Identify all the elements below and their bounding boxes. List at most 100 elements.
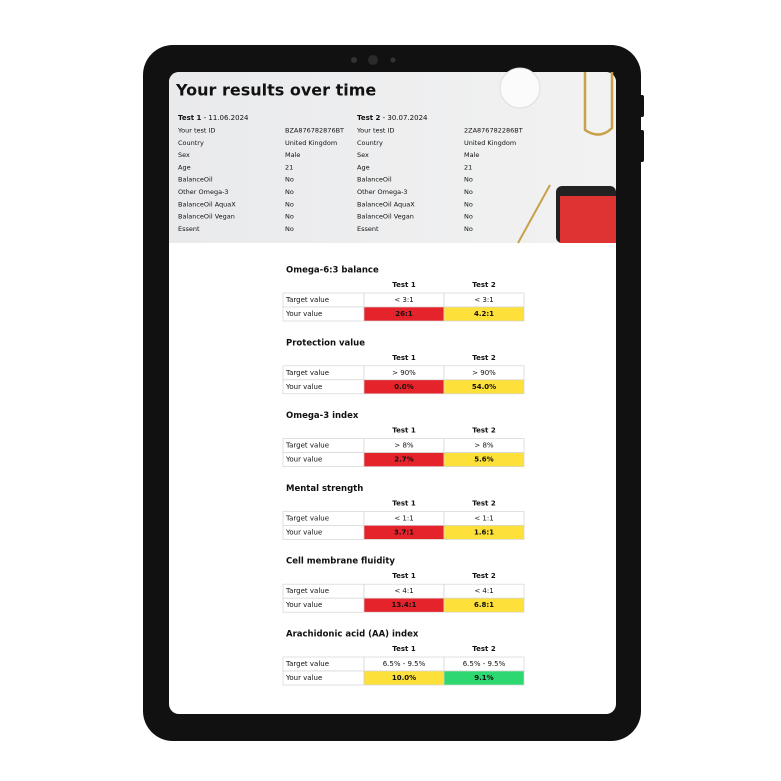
- row-label: Target value: [285, 442, 329, 450]
- column-header: Test 1: [392, 645, 416, 653]
- column-header: Test 1: [392, 572, 416, 580]
- column-header: Test 2: [472, 281, 496, 289]
- column-header: Test 1: [392, 354, 416, 362]
- test-date: - 30.07.2024: [383, 114, 428, 122]
- target-value: 6.5% - 9.5%: [383, 660, 426, 668]
- column-header: Test 1: [392, 427, 416, 435]
- column-header: Test 1: [392, 281, 416, 289]
- target-value: < 1:1: [394, 514, 413, 522]
- section-title: Arachidonic acid (AA) index: [286, 630, 419, 640]
- field-label: BalanceOil AquaX: [357, 200, 415, 208]
- result-value: 3.7:1: [394, 528, 414, 536]
- result-value: 2.7%: [394, 456, 413, 464]
- field-label: Other Omega-3: [178, 188, 229, 196]
- column-header: Test 2: [472, 499, 496, 507]
- row-label: Your value: [285, 601, 322, 609]
- field-value: No: [464, 225, 473, 233]
- column-header: Test 1: [392, 499, 416, 507]
- test-name: Test 1: [178, 114, 202, 122]
- target-value: < 4:1: [474, 587, 493, 595]
- field-value: No: [464, 200, 473, 208]
- field-label: Age: [178, 163, 191, 171]
- result-cell: [443, 379, 525, 395]
- field-value: 2ZA876782286BT: [464, 127, 523, 135]
- field-value: No: [285, 200, 294, 208]
- glass-decor: [583, 72, 614, 136]
- result-value: 5.6%: [474, 456, 493, 464]
- section-title: Cell membrane fluidity: [286, 557, 395, 567]
- target-value: < 3:1: [394, 296, 413, 304]
- candle: [499, 67, 541, 109]
- row-label: Your value: [285, 383, 322, 391]
- test-date: - 11.06.2024: [204, 114, 249, 122]
- result-value: 54.0%: [472, 383, 496, 391]
- field-value: No: [464, 213, 473, 221]
- field-value: No: [285, 213, 294, 221]
- result-cell: [443, 306, 525, 322]
- target-value: < 3:1: [474, 296, 493, 304]
- section-title: Mental strength: [286, 484, 363, 494]
- field-label: BalanceOil: [357, 176, 392, 184]
- test-heading: Test 2 - 30.07.2024: [357, 114, 428, 122]
- field-value: No: [285, 188, 294, 196]
- field-label: BalanceOil: [178, 176, 213, 184]
- phone-screen: [560, 196, 616, 243]
- title: Your results over time: [175, 81, 376, 100]
- target-value: < 1:1: [474, 514, 493, 522]
- row-label: Target value: [285, 660, 329, 668]
- header-image: [169, 72, 616, 243]
- field-label: Country: [178, 139, 204, 147]
- target-value: > 90%: [392, 369, 416, 377]
- field-value: No: [285, 176, 294, 184]
- test-heading: Test 1 - 11.06.2024: [178, 114, 249, 122]
- result-cell: [443, 525, 525, 540]
- column-header: Test 2: [472, 572, 496, 580]
- field-label: Essent: [357, 225, 379, 233]
- field-value: United Kingdom: [464, 139, 516, 147]
- row-label: Target value: [285, 587, 329, 595]
- result-value: 1.6:1: [474, 528, 494, 536]
- field-label: Essent: [178, 225, 200, 233]
- field-value: 21: [464, 163, 472, 171]
- result-cell: [443, 670, 525, 686]
- result-value: 0.0%: [394, 383, 413, 391]
- result-value: 9.1%: [474, 674, 493, 682]
- row-label: Target value: [285, 296, 329, 304]
- section-title: Omega-3 index: [286, 411, 359, 421]
- field-value: No: [464, 188, 473, 196]
- row-label: Target value: [285, 514, 329, 522]
- field-label: Sex: [357, 151, 369, 159]
- field-label: Your test ID: [177, 127, 215, 135]
- field-label: Other Omega-3: [357, 188, 408, 196]
- field-value: United Kingdom: [285, 139, 337, 147]
- result-value: 13.4:1: [392, 601, 417, 609]
- row-label: Target value: [285, 369, 329, 377]
- row-label: Your value: [285, 456, 322, 464]
- row-label: Your value: [285, 674, 322, 682]
- field-label: Sex: [178, 151, 190, 159]
- result-cell: [443, 452, 525, 467]
- target-value: < 4:1: [394, 587, 413, 595]
- result-value: 4.2:1: [474, 310, 494, 318]
- section-title: Omega-6:3 balance: [286, 266, 379, 276]
- target-value: 6.5% - 9.5%: [463, 660, 506, 668]
- field-label: Age: [357, 163, 370, 171]
- field-label: Your test ID: [356, 127, 394, 135]
- target-value: > 90%: [472, 369, 496, 377]
- field-value: No: [464, 176, 473, 184]
- section-title: Protection value: [286, 338, 365, 348]
- test-name: Test 2: [357, 114, 381, 122]
- result-value: 10.0%: [392, 674, 416, 682]
- result-value: 6.8:1: [474, 601, 494, 609]
- field-label: BalanceOil AquaX: [178, 200, 236, 208]
- field-value: No: [285, 225, 294, 233]
- column-header: Test 2: [472, 354, 496, 362]
- camera: [368, 55, 378, 65]
- sensor: [390, 57, 396, 63]
- field-label: Country: [357, 139, 383, 147]
- column-header: Test 2: [472, 427, 496, 435]
- field-value: Male: [285, 151, 300, 159]
- target-value: > 8%: [474, 442, 494, 450]
- result-value: 26:1: [395, 310, 413, 318]
